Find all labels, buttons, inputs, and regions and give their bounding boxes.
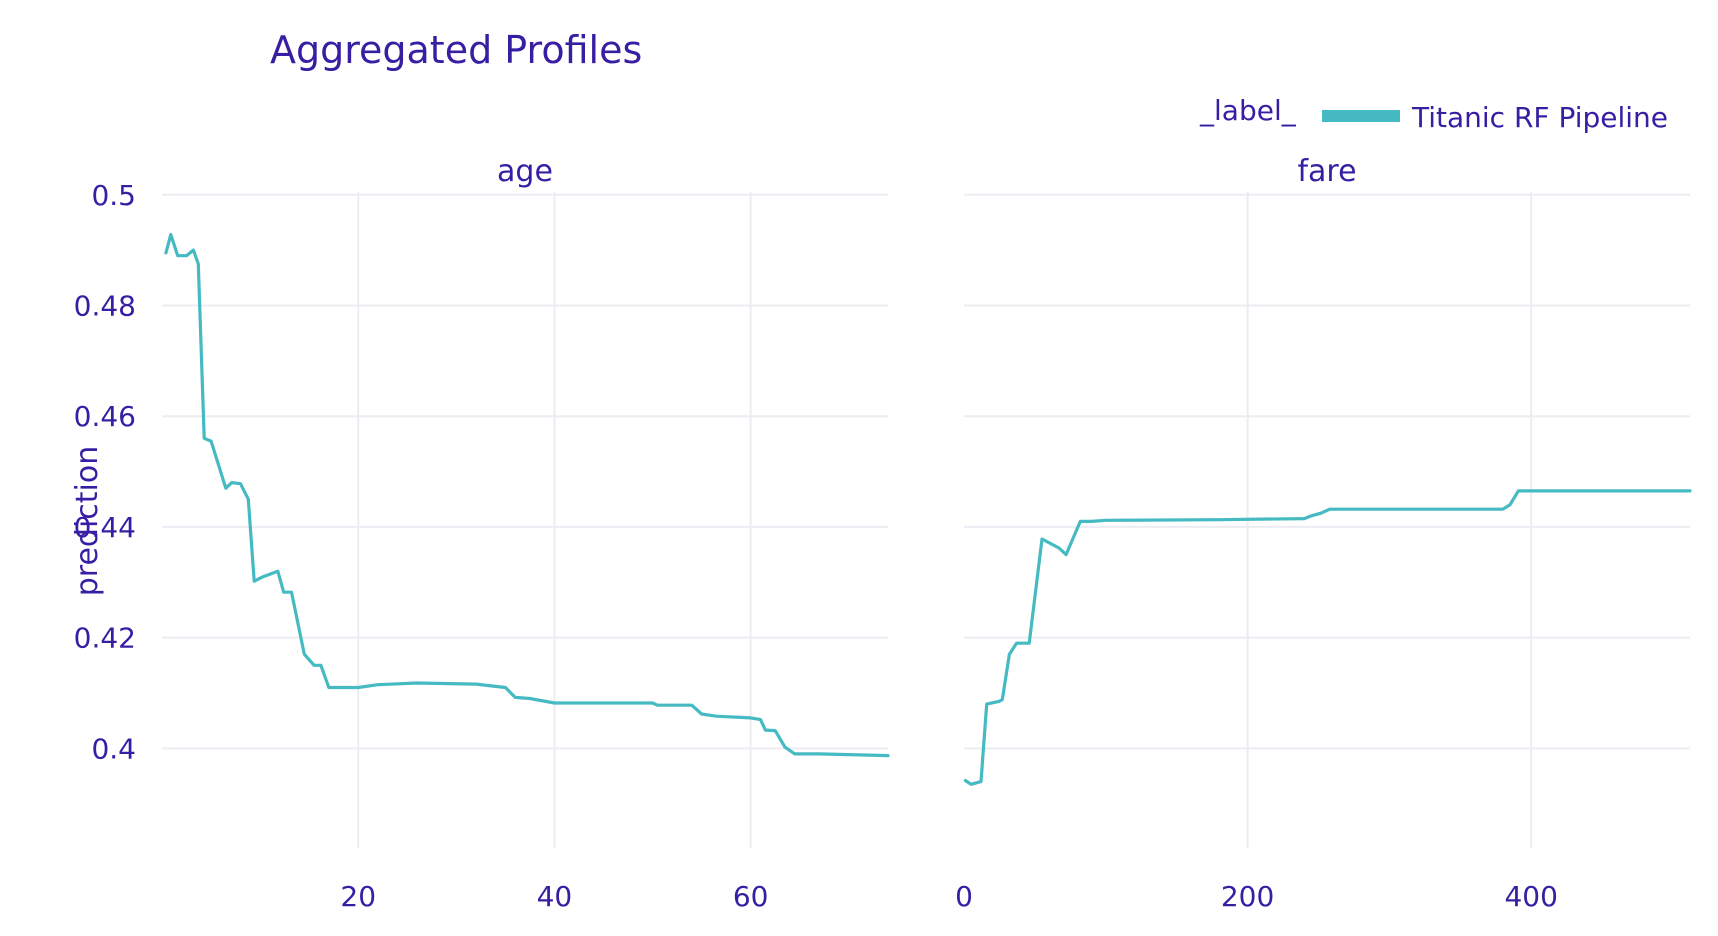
legend-swatch-titanic-rf-pipeline [1322,110,1400,122]
x-tick-label: 400 [1504,880,1557,913]
y-tick-label: 0.48 [74,289,136,322]
legend[interactable]: _label_ Titanic RF Pipeline [1199,94,1668,134]
x-tick-label: 60 [733,880,769,913]
panel-fare: 0 200 400 fare [955,154,1692,913]
panel-subtitle-age: age [497,154,553,189]
x-tick-label: 40 [537,880,573,913]
y-tick-label: 0.44 [74,511,136,544]
y-tick-label: 0.4 [91,732,136,765]
x-tick-label: 0 [955,880,973,913]
series-line-age[interactable] [164,233,890,758]
y-axis-label: prediction [70,446,105,597]
y-tick-label: 0.46 [74,400,136,433]
y-tick-label: 0.5 [91,179,136,212]
legend-title: _label_ [1199,94,1297,127]
y-tick-label: 0.42 [74,622,136,655]
chart-title: Aggregated Profiles [270,28,642,72]
panel-subtitle-fare: fare [1297,154,1356,189]
x-tick-label: 20 [340,880,376,913]
series-line-fare[interactable] [963,489,1692,786]
panel-age: 20 40 60 age 0.4 0.42 0.44 0.46 0.48 0.5 [74,154,890,913]
legend-label-titanic-rf-pipeline: Titanic RF Pipeline [1411,101,1668,134]
panels: 20 40 60 age 0.4 0.42 0.44 0.46 0.48 0.5 0 200 400 fa… [74,154,1692,913]
x-tick-label: 200 [1221,880,1274,913]
